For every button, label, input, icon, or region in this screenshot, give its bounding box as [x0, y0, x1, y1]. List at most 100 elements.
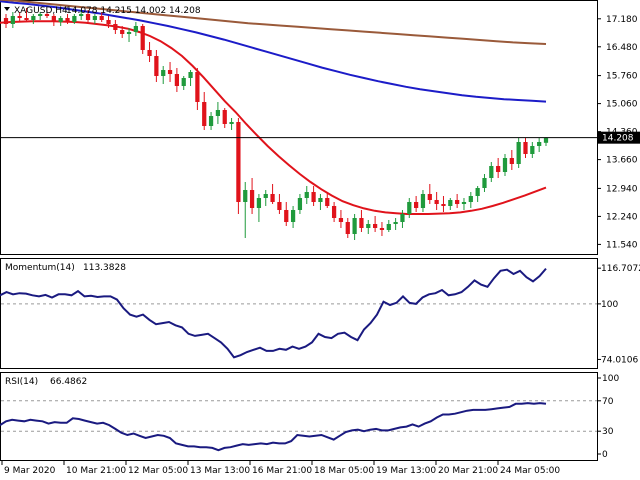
time-tick-label: 13 Mar 13:00: [190, 466, 250, 476]
candle: [318, 194, 323, 210]
price-tick-label: 16.480: [606, 43, 638, 53]
candle-body: [509, 158, 514, 164]
price-tick-label: 13.660: [606, 156, 638, 166]
candle-body: [386, 224, 391, 230]
candle: [359, 210, 364, 232]
moving-average-fast: [0, 20, 547, 215]
candle-body: [31, 16, 36, 20]
candle: [489, 162, 494, 182]
candle: [58, 16, 63, 26]
candle: [256, 194, 262, 222]
candle-body: [236, 122, 241, 202]
candle-body: [243, 190, 248, 202]
candle-body: [372, 224, 378, 228]
candle-body: [92, 16, 97, 20]
moving-average-slow: [0, 0, 547, 45]
candle-body: [427, 194, 432, 200]
candle: [420, 190, 426, 212]
candle: [222, 108, 227, 128]
candlesticks: [3, 8, 549, 240]
candle-body: [113, 24, 118, 30]
candle: [475, 186, 480, 202]
candle-body: [352, 218, 357, 234]
candle: [277, 194, 282, 214]
candle-body: [318, 198, 323, 202]
candle-body: [181, 78, 186, 86]
candle: [448, 198, 453, 210]
momentum-tick-label: 74.0106: [601, 355, 638, 365]
candle-body: [10, 16, 15, 24]
candle-body: [297, 198, 303, 210]
candle-body: [167, 70, 173, 74]
candle-body: [325, 198, 330, 206]
candle: [461, 198, 467, 210]
time-tick-label: 24 Mar 05:00: [500, 466, 560, 476]
symbol-label: XAGUSD,H4: [14, 6, 68, 16]
candle: [400, 210, 405, 228]
ohlc-readout: 14.078 14.215 14.002 14.208: [66, 6, 201, 16]
candle-body: [468, 196, 473, 202]
price-tick-label: 15.060: [606, 100, 638, 110]
triangle-down-icon[interactable]: [4, 7, 10, 11]
candle: [208, 112, 214, 130]
candle: [523, 138, 528, 158]
rsi-tick-label: 100: [602, 374, 619, 384]
candle: [393, 218, 398, 230]
candle-body: [147, 50, 152, 56]
candle: [331, 202, 337, 222]
candle-body: [65, 18, 70, 22]
candle: [414, 196, 419, 212]
candle-body: [99, 16, 104, 20]
current-price-label: 14.208: [602, 134, 634, 144]
current-price-marker: 14.208: [0, 131, 640, 144]
candle: [51, 14, 56, 26]
candle-body: [51, 16, 56, 22]
candle: [290, 206, 296, 228]
candle: [92, 14, 97, 24]
candle: [386, 220, 391, 232]
candle: [530, 142, 535, 158]
candle-body: [331, 206, 337, 218]
candle: [161, 66, 166, 84]
momentum-value: 113.3828: [83, 263, 126, 273]
candle: [188, 70, 193, 86]
candle: [154, 50, 159, 82]
candle-body: [154, 56, 159, 76]
candle-body: [502, 158, 508, 172]
rsi-pane[interactable]: [0, 372, 598, 461]
price-tick-label: 15.760: [606, 72, 638, 82]
candle-body: [24, 18, 29, 20]
candle: [120, 26, 125, 38]
candle-body: [496, 166, 501, 172]
time-tick-label: 20 Mar 21:00: [438, 466, 498, 476]
candle: [72, 14, 77, 24]
candle: [106, 16, 111, 28]
candle-body: [229, 122, 234, 124]
candle: [352, 214, 357, 240]
price-tick-label: 12.940: [606, 184, 638, 194]
candle: [270, 184, 275, 204]
momentum-tick-label: 100: [601, 300, 618, 310]
candle: [543, 137, 549, 146]
candle-body: [270, 194, 275, 202]
candle: [133, 22, 138, 36]
candle-body: [72, 16, 77, 22]
price-pane[interactable]: [0, 0, 598, 255]
rsi-line-group: [0, 402, 547, 452]
time-tick-label: 12 Mar 05:00: [128, 466, 188, 476]
momentum-title: Momentum(14): [5, 263, 75, 273]
candle: [263, 190, 268, 206]
candle-body: [188, 72, 193, 78]
rsi-tick-label: 30: [602, 427, 614, 437]
candle: [229, 118, 234, 130]
candle-body: [359, 218, 364, 228]
candle: [509, 150, 514, 170]
candle-body: [379, 228, 385, 230]
candle: [379, 222, 385, 236]
momentum-pane[interactable]: [0, 258, 598, 369]
candle: [181, 76, 186, 90]
candle: [304, 186, 309, 204]
candle-body: [311, 192, 316, 202]
candle: [455, 194, 460, 208]
